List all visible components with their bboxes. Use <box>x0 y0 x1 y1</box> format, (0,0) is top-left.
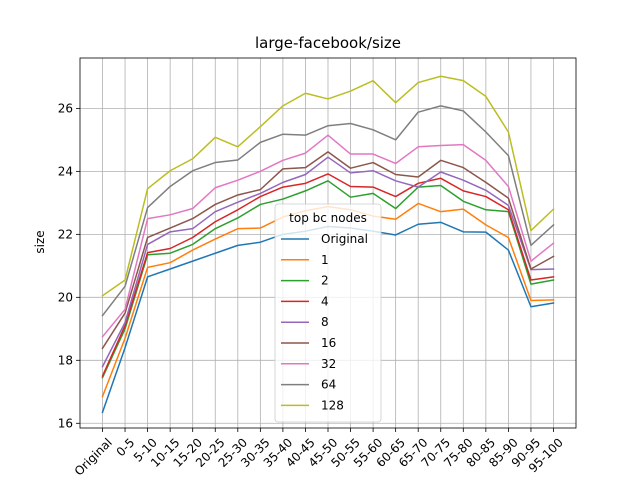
y-tick-label: 20 <box>58 290 73 304</box>
legend: top bc nodes Original 1 2 4 8 16 32 64 128 <box>274 203 382 423</box>
y-tick-label: 24 <box>58 164 73 178</box>
series-line <box>101 180 555 379</box>
legend-entries: Original 1 2 4 8 16 32 64 128 <box>281 232 368 412</box>
legend-entry-label: 4 <box>321 294 329 308</box>
y-tick-label: 16 <box>58 416 73 430</box>
legend-entry-label: 1 <box>321 253 329 267</box>
legend-entry-label: 16 <box>321 336 336 350</box>
legend-entry-label: 8 <box>321 315 329 329</box>
legend-entry-label: 128 <box>321 398 344 412</box>
legend-entry-label: 2 <box>321 274 329 288</box>
series-line <box>101 105 555 317</box>
y-tick-label: 22 <box>58 227 73 241</box>
legend-entry-label: 32 <box>321 357 336 371</box>
y-tick-label: 18 <box>58 353 73 367</box>
y-axis-ticks: 16 18 20 22 24 26 <box>58 101 80 430</box>
chart-title: large-facebook/size <box>255 34 401 52</box>
legend-entry-label: 64 <box>321 378 336 392</box>
series-line <box>101 151 555 350</box>
y-axis-label: size <box>33 230 47 253</box>
y-tick-label: 26 <box>58 101 73 115</box>
series-line <box>101 134 555 338</box>
series-line <box>101 156 555 368</box>
legend-entry-label: Original <box>321 232 368 246</box>
legend-title: top bc nodes <box>289 211 367 225</box>
legend-frame <box>274 203 382 423</box>
series-line <box>101 75 555 297</box>
series-line <box>101 173 555 378</box>
